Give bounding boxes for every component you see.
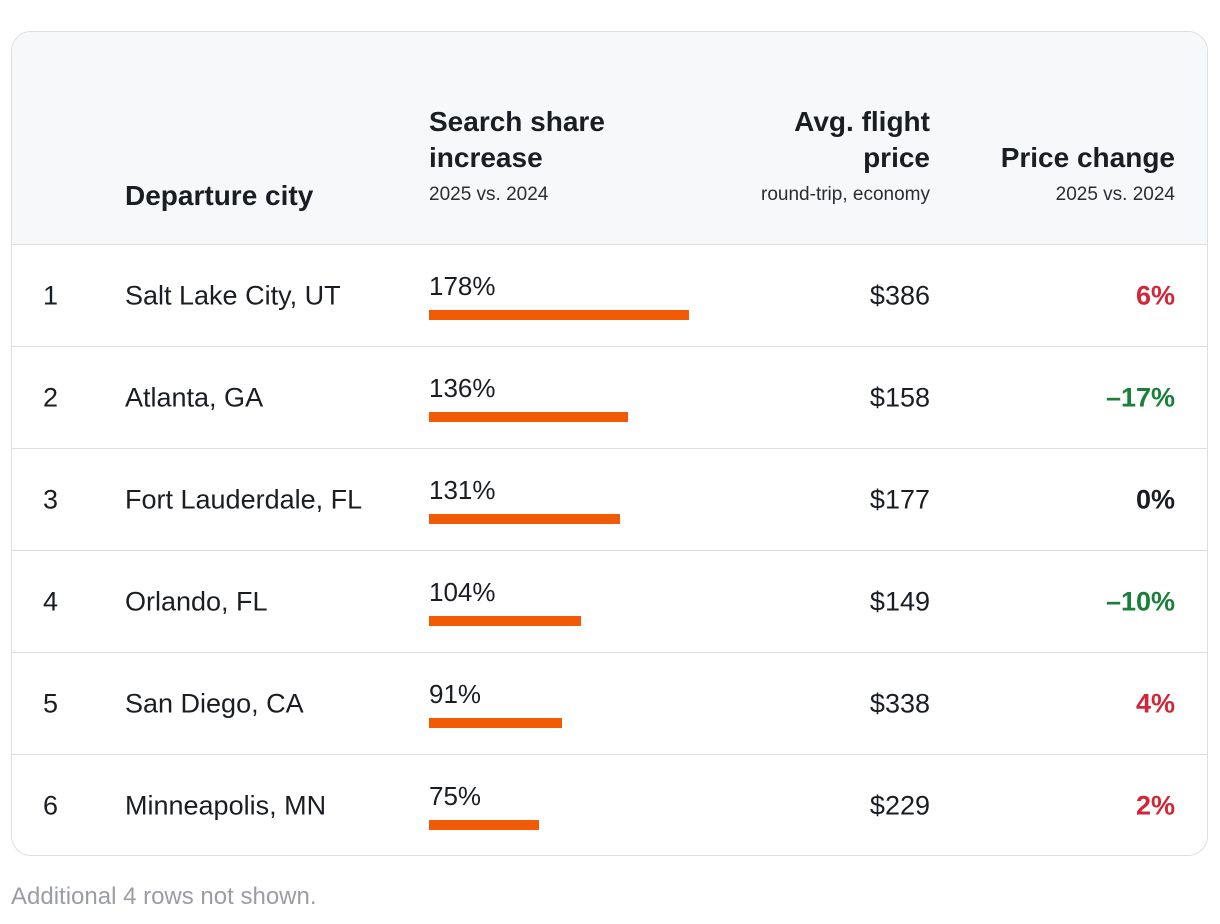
header-avg-price-title: Avg. flight price [794,106,930,173]
avg-price-cell: $177 [869,484,930,514]
search-share-cell: 131% [429,475,729,524]
search-share-cell: 75% [429,781,729,830]
city-cell: Fort Lauderdale, FL [125,484,363,514]
rank-cell: 6 [43,790,59,821]
data-table: Departure city Search share increase 202… [11,31,1208,856]
search-share-label: 91% [429,679,482,709]
table-row: 3 Fort Lauderdale, FL 131% $177 0% [12,449,1207,551]
footnote: Additional 4 rows not shown. [11,883,317,910]
price-change-cell: –10% [1105,586,1175,616]
rank-cell: 2 [43,382,59,412]
search-share-bar [429,718,562,728]
table-row: 4 Orlando, FL 104% $149 –10% [12,551,1207,653]
rank-cell: 3 [43,484,59,514]
search-share-cell: 104% [429,577,729,626]
search-share-cell: 91% [429,679,729,728]
table-row: 5 San Diego, CA 91% $338 4% [12,653,1207,755]
rank-cell: 1 [43,280,59,310]
price-change-cell: 4% [1135,688,1175,718]
table-row: 1 Salt Lake City, UT 178% $386 6% [12,245,1207,347]
rank-cell: 5 [43,688,59,718]
header-search-share-subtitle: 2025 vs. 2024 [429,184,549,205]
search-share-label: 131% [429,475,496,505]
avg-price-cell: $386 [869,280,930,310]
search-share-bar [429,820,539,830]
search-share-bar [429,412,628,422]
search-share-cell: 136% [429,373,729,422]
search-share-label: 75% [429,781,482,811]
header-departure-city-title: Departure city [125,180,314,211]
header-avg-price: Avg. flight price round-trip, economy [730,104,930,214]
city-cell: Minneapolis, MN [125,790,327,821]
header-departure-city: Departure city [125,178,313,214]
avg-price-cell: $149 [869,586,930,616]
city-cell: Orlando, FL [125,586,268,616]
rank-cell: 4 [43,586,59,616]
header-avg-price-subtitle: round-trip, economy [761,184,930,205]
price-change-cell: 2% [1135,790,1175,821]
search-share-bar [429,616,581,626]
avg-price-cell: $229 [869,790,930,821]
search-share-bar [429,310,689,320]
table-row: 6 Minneapolis, MN 75% $229 2% [12,755,1207,855]
search-share-label: 136% [429,373,496,403]
price-change-cell: –17% [1105,382,1175,412]
header-search-share: Search share increase 2025 vs. 2024 [429,104,689,214]
city-cell: San Diego, CA [125,688,304,718]
avg-price-cell: $158 [869,382,930,412]
price-change-cell: 6% [1135,280,1175,310]
header-price-change-title: Price change [1000,142,1175,173]
price-change-cell: 0% [1135,484,1175,514]
avg-price-cell: $338 [869,688,930,718]
city-cell: Atlanta, GA [125,382,264,412]
table-row: 2 Atlanta, GA 136% $158 –17% [12,347,1207,449]
header-search-share-title: Search share increase [429,106,605,173]
header-price-change: Price change 2025 vs. 2024 [975,140,1175,214]
search-share-label: 178% [429,271,496,301]
search-share-cell: 178% [429,271,729,320]
city-cell: Salt Lake City, UT [125,280,341,310]
search-share-label: 104% [429,577,496,607]
header-price-change-subtitle: 2025 vs. 2024 [1055,184,1175,205]
search-share-bar [429,514,620,524]
table-header: Departure city Search share increase 202… [12,32,1207,245]
